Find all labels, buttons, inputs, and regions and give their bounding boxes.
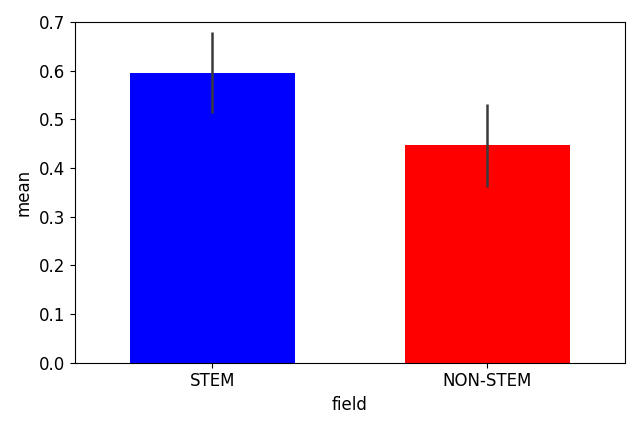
Bar — [405, 145, 570, 363]
Bar — [130, 73, 295, 363]
X-axis label: field: field — [332, 396, 368, 414]
Y-axis label: mean: mean — [15, 169, 33, 216]
